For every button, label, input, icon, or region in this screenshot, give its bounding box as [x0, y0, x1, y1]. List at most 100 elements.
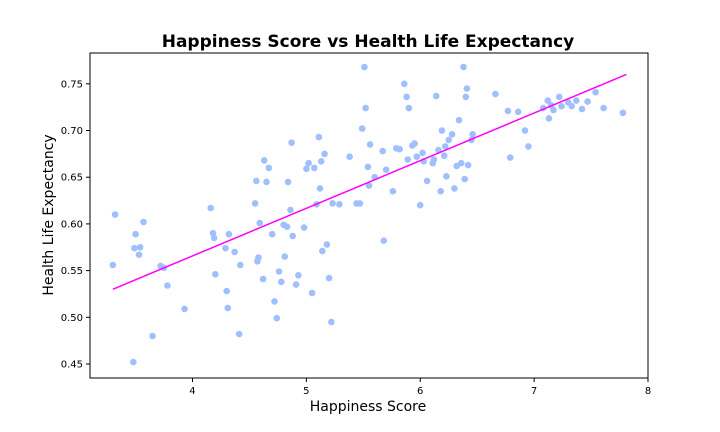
data-point: [445, 136, 453, 144]
data-point: [555, 93, 563, 101]
data-point: [365, 182, 373, 189]
data-point: [404, 156, 412, 163]
x-tick-label: 7: [531, 386, 537, 397]
data-point: [379, 147, 387, 155]
data-point: [437, 187, 445, 195]
data-point: [289, 232, 297, 240]
data-point: [469, 131, 476, 138]
data-point: [389, 187, 397, 195]
data-point: [268, 230, 276, 238]
data-point: [321, 150, 328, 158]
data-point: [521, 127, 529, 134]
data-point: [600, 104, 607, 112]
data-point: [303, 165, 310, 173]
data-point: [492, 90, 499, 98]
y-tick-label: 0.60: [61, 219, 83, 230]
data-point: [260, 157, 268, 164]
data-point: [235, 330, 243, 338]
data-point: [181, 305, 188, 313]
data-point: [283, 223, 291, 230]
data-point: [256, 219, 264, 227]
data-point: [231, 248, 238, 256]
data-point: [423, 177, 431, 185]
data-point: [361, 63, 368, 71]
data-point: [401, 80, 408, 88]
data-point: [316, 185, 324, 192]
data-point: [462, 93, 470, 101]
data-point: [364, 163, 372, 171]
data-point: [317, 158, 325, 165]
data-point: [207, 204, 214, 212]
data-point: [223, 287, 230, 295]
data-point: [578, 105, 586, 113]
data-point: [111, 211, 119, 218]
data-point: [430, 156, 438, 163]
data-point: [440, 152, 448, 159]
data-point: [405, 104, 413, 112]
data-point: [592, 88, 599, 96]
data-point: [135, 251, 143, 258]
data-point: [300, 224, 308, 231]
data-point: [275, 268, 283, 275]
data-point: [311, 164, 318, 172]
data-point: [550, 106, 557, 114]
data-point: [356, 200, 364, 207]
data-point: [584, 98, 591, 105]
y-tick-label: 0.50: [61, 313, 83, 324]
data-point: [130, 358, 137, 366]
data-point: [305, 159, 312, 167]
data-point: [292, 281, 300, 288]
data-point: [514, 108, 522, 116]
y-axis-label: Health Life Expectancy: [41, 134, 57, 295]
data-point: [278, 278, 285, 286]
data-point: [461, 175, 469, 183]
y-tick-label: 0.75: [61, 79, 83, 90]
plot-border: [89, 52, 649, 379]
x-tick-label: 8: [645, 386, 651, 397]
data-point: [149, 332, 156, 340]
data-point: [323, 241, 331, 248]
data-point: [413, 153, 421, 160]
data-point: [328, 318, 335, 326]
data-point: [568, 102, 575, 110]
data-point: [442, 143, 449, 150]
data-point: [131, 244, 138, 252]
data-point: [451, 185, 458, 192]
data-point: [271, 298, 278, 305]
data-point: [396, 145, 404, 153]
data-point: [287, 206, 294, 214]
data-point: [545, 115, 553, 122]
data-point: [336, 201, 343, 208]
data-point: [525, 143, 532, 150]
data-point: [237, 261, 244, 269]
data-point: [419, 149, 426, 157]
data-point: [224, 304, 232, 312]
data-point: [457, 159, 465, 167]
data-point: [506, 154, 514, 161]
x-axis-label: Happiness Score: [310, 399, 427, 415]
trendline-layer: [112, 73, 627, 290]
data-point: [140, 218, 147, 226]
data-point: [558, 102, 565, 110]
data-point: [259, 275, 267, 283]
data-point: [136, 244, 144, 251]
data-point: [362, 104, 369, 112]
data-point: [288, 139, 295, 146]
plot-frame: [89, 52, 649, 379]
data-point: [382, 166, 390, 173]
data-point: [164, 282, 171, 289]
data-point: [325, 274, 333, 282]
data-point: [438, 127, 446, 134]
y-tick-label: 0.55: [61, 266, 83, 277]
data-point: [109, 261, 117, 269]
data-point: [265, 164, 273, 172]
data-point: [443, 173, 450, 180]
data-point: [463, 85, 471, 92]
data-point: [504, 107, 512, 115]
x-tick-label: 4: [189, 386, 195, 397]
data-point: [380, 237, 388, 244]
data-point: [455, 116, 463, 124]
data-point: [281, 253, 289, 260]
data-point: [403, 93, 410, 101]
chart-title: Happiness Score vs Health Life Expectanc…: [162, 32, 575, 52]
